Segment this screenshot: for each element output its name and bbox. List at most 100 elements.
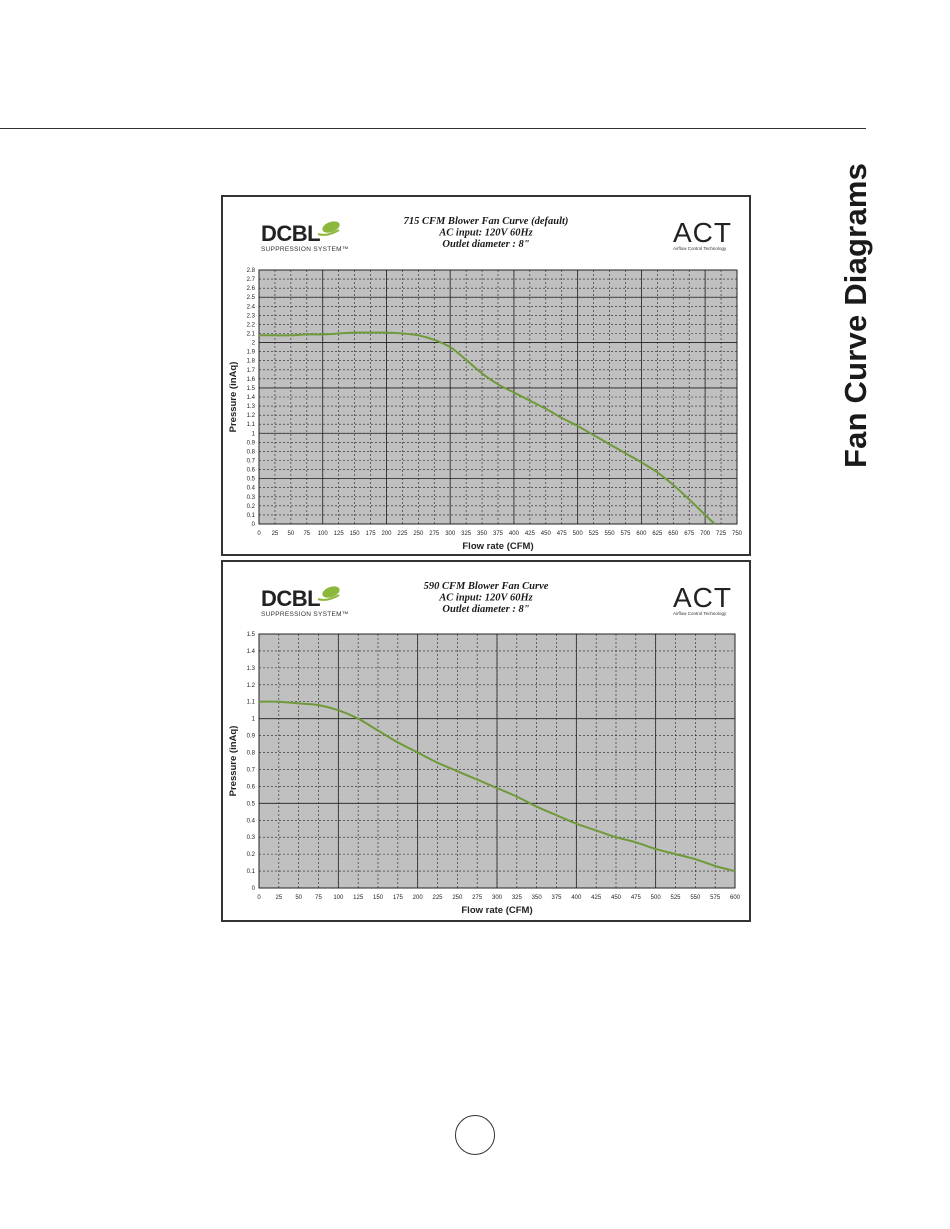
x-tick-label: 50 <box>295 895 302 901</box>
y-tick-label: 0.2 <box>247 504 256 510</box>
y-tick-label: 0.4 <box>247 486 256 492</box>
x-tick-label: 425 <box>591 895 602 901</box>
x-tick-label: 650 <box>668 531 679 537</box>
x-tick-label: 225 <box>432 895 443 901</box>
x-tick-label: 600 <box>730 895 741 901</box>
x-tick-label: 500 <box>651 895 662 901</box>
y-tick-label: 2.6 <box>247 286 256 292</box>
x-tick-label: 525 <box>670 895 681 901</box>
x-tick-label: 700 <box>700 531 711 537</box>
x-tick-label: 0 <box>257 895 261 901</box>
y-tick-label: 1.5 <box>247 632 256 638</box>
y-tick-label: 0.6 <box>247 468 256 474</box>
x-tick-label: 300 <box>492 895 503 901</box>
x-tick-label: 350 <box>477 531 488 537</box>
x-tick-label: 175 <box>366 531 377 537</box>
x-tick-label: 450 <box>541 531 552 537</box>
y-tick-label: 2.4 <box>247 304 256 310</box>
chart-title-line: Outlet diameter : 8" <box>442 239 529 250</box>
x-tick-label: 675 <box>684 531 695 537</box>
chart-title-line: 715 CFM Blower Fan Curve (default) <box>404 216 569 227</box>
x-tick-label: 350 <box>532 895 543 901</box>
x-tick-label: 75 <box>303 531 310 537</box>
grid-lines <box>259 634 735 888</box>
y-tick-label: 2.8 <box>247 268 256 274</box>
x-tick-label: 750 <box>732 531 743 537</box>
y-tick-label: 1.5 <box>247 386 256 392</box>
x-tick-label: 425 <box>525 531 536 537</box>
header-rule <box>0 128 866 129</box>
leaf-swoosh-icon <box>317 229 340 236</box>
y-axis-label: Pressure (inAq) <box>228 362 239 433</box>
x-tick-label: 525 <box>589 531 600 537</box>
y-tick-label: 0.9 <box>247 440 256 446</box>
y-tick-label: 0.2 <box>247 852 256 858</box>
y-tick-label: 0.1 <box>247 869 256 875</box>
x-tick-label: 375 <box>551 895 562 901</box>
y-tick-label: 0.4 <box>247 818 256 824</box>
x-tick-label: 600 <box>636 531 647 537</box>
leaf-icon <box>322 221 340 233</box>
x-tick-label: 450 <box>611 895 622 901</box>
chart-title-line: Outlet diameter : 8" <box>442 604 529 615</box>
y-tick-label: 2.3 <box>247 313 256 319</box>
x-tick-label: 100 <box>318 531 329 537</box>
x-tick-label: 125 <box>353 895 364 901</box>
y-tick-label: 0.5 <box>247 801 256 807</box>
series-line <box>258 331 716 525</box>
y-tick-label: 0.6 <box>247 784 256 790</box>
x-axis-label: Flow rate (CFM) <box>461 905 532 916</box>
act-logo-word: ACT <box>673 582 732 613</box>
x-tick-label: 325 <box>512 895 523 901</box>
dcbl-logo-word: DCBL <box>261 221 320 246</box>
x-tick-label: 325 <box>461 531 472 537</box>
y-tick-label: 0.3 <box>247 835 256 841</box>
y-tick-label: 0.5 <box>247 477 256 483</box>
x-tick-label: 300 <box>445 531 456 537</box>
grid-lines <box>259 270 737 524</box>
x-tick-label: 275 <box>472 895 483 901</box>
y-tick-label: 0 <box>252 522 256 528</box>
x-tick-label: 150 <box>350 531 361 537</box>
x-tick-label: 200 <box>381 531 392 537</box>
y-tick-label: 1.1 <box>247 422 256 428</box>
y-tick-label: 1 <box>252 717 256 723</box>
dcbl-logo-tagline: SUPPRESSION SYSTEM™ <box>261 246 349 253</box>
y-axis-label: Pressure (inAq) <box>228 726 239 797</box>
x-tick-label: 100 <box>333 895 344 901</box>
y-tick-label: 0.8 <box>247 751 256 757</box>
y-tick-label: 0 <box>252 886 256 892</box>
chart-title-line: AC input: 120V 60Hz <box>438 228 533 239</box>
x-tick-label: 25 <box>272 531 279 537</box>
x-tick-label: 400 <box>509 531 520 537</box>
y-tick-label: 2.1 <box>247 332 256 338</box>
x-tick-label: 575 <box>620 531 631 537</box>
chart-title-line: 590 CFM Blower Fan Curve <box>424 581 549 592</box>
y-tick-label: 0.1 <box>247 513 256 519</box>
x-tick-label: 75 <box>315 895 322 901</box>
side-title: Fan Curve Diagrams <box>838 162 873 468</box>
x-tick-label: 50 <box>288 531 295 537</box>
act-logo-tagline: Airflow Control Technology <box>673 611 727 616</box>
x-tick-label: 400 <box>571 895 582 901</box>
x-tick-label: 550 <box>605 531 616 537</box>
y-tick-label: 1.7 <box>247 368 256 374</box>
y-tick-label: 1.3 <box>247 404 256 410</box>
x-tick-label: 0 <box>257 531 261 537</box>
dcbl-logo-word: DCBL <box>261 586 320 611</box>
x-tick-label: 275 <box>429 531 440 537</box>
x-tick-label: 625 <box>652 531 663 537</box>
x-tick-label: 200 <box>413 895 424 901</box>
y-tick-label: 2.7 <box>247 277 256 283</box>
y-tick-label: 2.5 <box>247 295 256 301</box>
y-tick-label: 1.2 <box>247 683 256 689</box>
y-tick-label: 1.4 <box>247 649 256 655</box>
x-tick-label: 375 <box>493 531 504 537</box>
x-tick-label: 725 <box>716 531 727 537</box>
leaf-swoosh-icon <box>317 594 340 601</box>
x-tick-label: 25 <box>275 895 282 901</box>
